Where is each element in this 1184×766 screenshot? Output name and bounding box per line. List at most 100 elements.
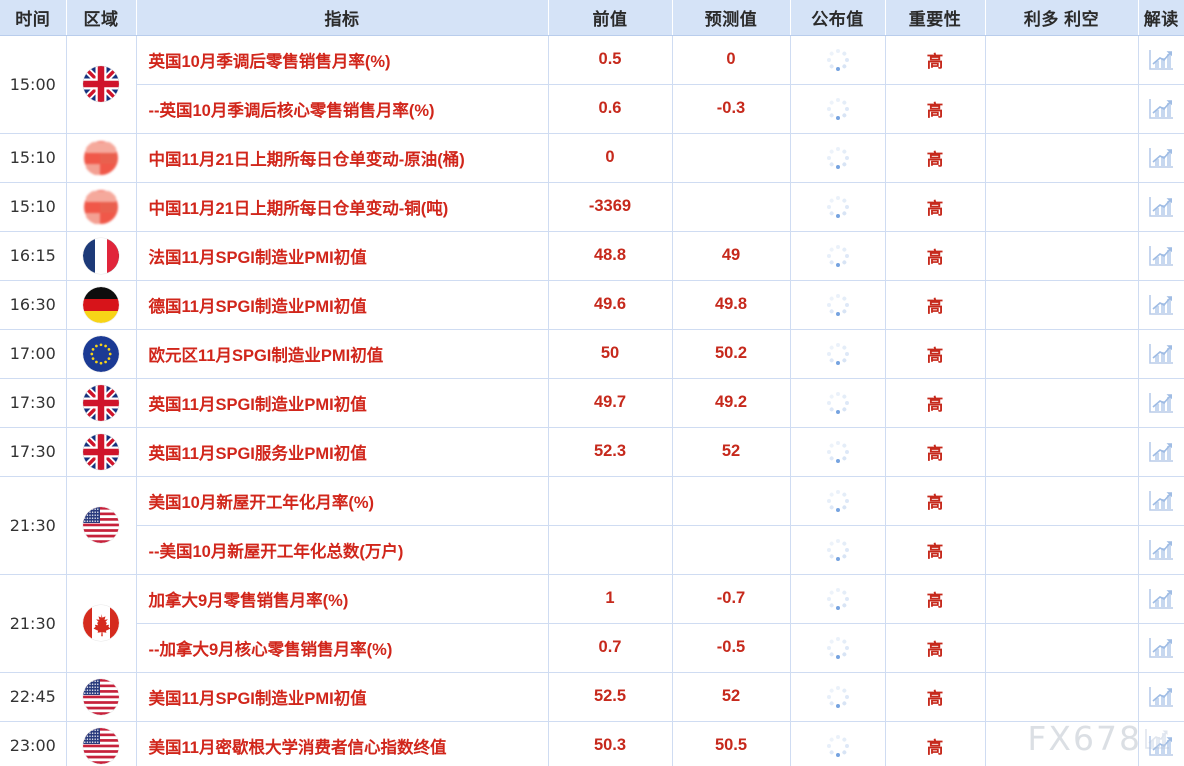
reading-cell[interactable] [1138,476,1184,526]
table-row[interactable]: --英国10月季调后核心零售销售月率(%) 0.6 -0.3 高 [0,84,1184,134]
chart-bar-arrow-icon[interactable] [1148,49,1174,70]
event-indicator[interactable]: 中国11月21日上期所每日仓单变动-原油(桶) [136,133,549,183]
chart-bar-arrow-icon[interactable] [1148,637,1174,658]
event-indicator[interactable]: 欧元区11月SPGI制造业PMI初值 [136,329,549,379]
bias-indicator [985,427,1139,477]
reading-cell[interactable] [1138,672,1184,722]
flag-icon-eu [83,335,119,372]
event-time: 15:10 [0,133,67,183]
event-indicator[interactable]: 德国11月SPGI制造业PMI初值 [136,280,549,330]
importance-level: 高 [885,329,986,379]
bias-indicator [985,476,1139,526]
event-indicator[interactable]: --美国10月新屋开工年化总数(万户) [136,525,549,575]
reading-cell[interactable] [1138,84,1184,134]
table-row[interactable]: 15:10 中国11月21日上期所每日仓单变动-铜(吨) -3369 高 [0,182,1184,232]
region-flag-cell [66,329,137,379]
table-row[interactable]: 21:30 美国10月新屋开工年化月率(%) 高 [0,476,1184,575]
chart-bar-arrow-icon[interactable] [1148,441,1174,462]
event-time: 23:00 [0,721,67,766]
bias-indicator [985,231,1139,281]
column-header-importance[interactable]: 重要性 [885,0,986,36]
column-header-forecast[interactable]: 预测值 [672,0,791,36]
reading-cell[interactable] [1138,329,1184,379]
chart-bar-arrow-icon[interactable] [1148,147,1174,168]
previous-value: 50.3 [548,721,673,766]
event-indicator[interactable]: 中国11月21日上期所每日仓单变动-铜(吨) [136,182,549,232]
previous-value: 50 [548,329,673,379]
event-time: 16:30 [0,280,67,330]
column-header-bias[interactable]: 利多 利空 [985,0,1139,36]
reading-cell[interactable] [1138,721,1184,766]
table-row[interactable]: 16:30 德国11月SPGI制造业PMI初值 49.6 49.8 高 [0,280,1184,330]
importance-level: 高 [885,133,986,183]
reading-cell[interactable] [1138,427,1184,477]
reading-cell[interactable] [1138,623,1184,673]
chart-bar-arrow-icon[interactable] [1148,343,1174,364]
column-header-region[interactable]: 区域 [66,0,137,36]
event-indicator[interactable]: --英国10月季调后核心零售销售月率(%) [136,84,549,134]
chart-bar-arrow-icon[interactable] [1148,490,1174,511]
chart-bar-arrow-icon[interactable] [1148,245,1174,266]
region-flag-cell [66,182,137,232]
reading-cell[interactable] [1138,574,1184,624]
table-row[interactable]: --美国10月新屋开工年化总数(万户) 高 [0,525,1184,575]
forecast-value: 49.2 [672,378,791,428]
table-row[interactable]: --加拿大9月核心零售销售月率(%) 0.7 -0.5 高 [0,623,1184,673]
table-row[interactable]: 23:00 美国11月密歇根大学消费者信心指数终值 50.3 50.5 高 [0,721,1184,766]
importance-level: 高 [885,721,986,766]
bias-indicator [985,623,1139,673]
chart-bar-arrow-icon[interactable] [1148,686,1174,707]
chart-bar-arrow-icon[interactable] [1148,539,1174,560]
reading-cell[interactable] [1138,133,1184,183]
event-indicator[interactable]: 美国10月新屋开工年化月率(%) [136,476,549,526]
event-indicator[interactable]: 英国10月季调后零售销售月率(%) [136,35,549,85]
loading-spinner-icon [826,293,849,316]
table-row[interactable]: 16:15 法国11月SPGI制造业PMI初值 48.8 49 高 [0,231,1184,281]
importance-level: 高 [885,35,986,85]
previous-value: 48.8 [548,231,673,281]
reading-cell[interactable] [1138,35,1184,85]
header-row: 时间 区域 指标 前值 预测值 公布值 重要性 利多 利空 解读 [0,0,1184,36]
event-time: 17:00 [0,329,67,379]
chart-bar-arrow-icon[interactable] [1148,196,1174,217]
reading-cell[interactable] [1138,231,1184,281]
event-indicator[interactable]: 美国11月密歇根大学消费者信心指数终值 [136,721,549,766]
reading-cell[interactable] [1138,182,1184,232]
table-row[interactable]: 17:30 英国11月SPGI服务业PMI初值 52.3 52 高 [0,427,1184,477]
column-header-previous[interactable]: 前值 [548,0,673,36]
chart-bar-arrow-icon[interactable] [1148,735,1174,756]
published-value [790,378,886,428]
importance-level: 高 [885,476,986,526]
reading-cell[interactable] [1138,280,1184,330]
table-row[interactable]: 17:30 英国11月SPGI制造业PMI初值 49.7 49.2 高 [0,378,1184,428]
loading-spinner-icon [826,342,849,365]
column-header-time[interactable]: 时间 [0,0,67,36]
table-row[interactable]: 21:30 加拿大9月零售销售月率(%) 1 -0.7 高 [0,574,1184,673]
column-header-published[interactable]: 公布值 [790,0,886,36]
table-row[interactable]: 17:00 欧元区11月SPGI制造业PMI初值 50 50.2 高 [0,329,1184,379]
forecast-value [672,133,791,183]
bias-indicator [985,84,1139,134]
published-value [790,721,886,766]
column-header-indicator[interactable]: 指标 [136,0,549,36]
table-row[interactable]: 15:00 英国10月季调后零售销售月率(%) 0.5 0 高 [0,35,1184,134]
published-value [790,476,886,526]
event-indicator[interactable]: 美国11月SPGI制造业PMI初值 [136,672,549,722]
published-value [790,427,886,477]
chart-bar-arrow-icon[interactable] [1148,588,1174,609]
event-indicator[interactable]: 英国11月SPGI制造业PMI初值 [136,378,549,428]
region-flag-cell [66,378,137,428]
chart-bar-arrow-icon[interactable] [1148,294,1174,315]
event-indicator[interactable]: --加拿大9月核心零售销售月率(%) [136,623,549,673]
importance-level: 高 [885,231,986,281]
reading-cell[interactable] [1138,378,1184,428]
chart-bar-arrow-icon[interactable] [1148,392,1174,413]
event-indicator[interactable]: 英国11月SPGI服务业PMI初值 [136,427,549,477]
column-header-reading[interactable]: 解读 [1138,0,1184,36]
table-row[interactable]: 22:45 美国11月SPGI制造业PMI初值 52.5 52 高 [0,672,1184,722]
reading-cell[interactable] [1138,525,1184,575]
chart-bar-arrow-icon[interactable] [1148,98,1174,119]
event-indicator[interactable]: 法国11月SPGI制造业PMI初值 [136,231,549,281]
event-indicator[interactable]: 加拿大9月零售销售月率(%) [136,574,549,624]
table-row[interactable]: 15:10 中国11月21日上期所每日仓单变动-原油(桶) 0 高 [0,133,1184,183]
